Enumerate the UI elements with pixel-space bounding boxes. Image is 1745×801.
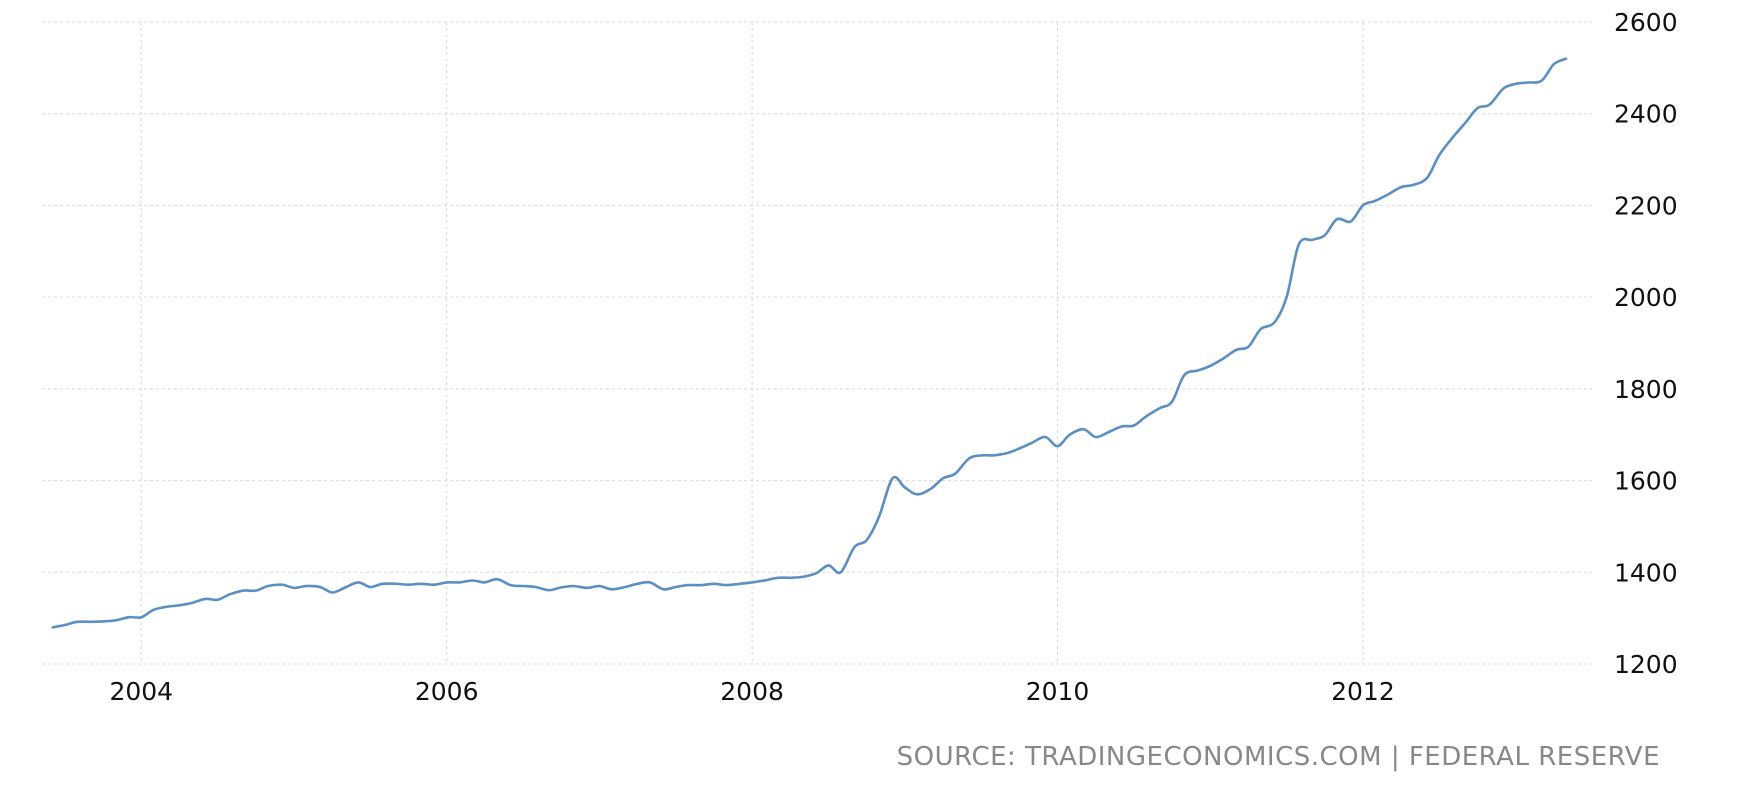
source-note: SOURCE: TRADINGECONOMICS.COM | FEDERAL R… [896, 742, 1660, 772]
vertical-gridlines [140, 22, 1364, 664]
y-tick-label: 1600 [1614, 467, 1678, 496]
y-axis-tick-labels: 1200 1400 1600 1800 2000 2200 2400 2600 [1614, 8, 1678, 679]
y-tick-label: 2200 [1614, 191, 1678, 220]
y-tick-label: 2600 [1614, 8, 1678, 37]
y-tick-label: 1400 [1614, 558, 1678, 587]
x-axis-tick-labels: 2004 2006 2008 2010 2012 [109, 677, 1394, 706]
series-line [51, 57, 1568, 629]
x-tick-label: 2010 [1026, 677, 1090, 706]
x-tick-label: 2008 [720, 677, 784, 706]
x-tick-label: 2012 [1331, 677, 1395, 706]
y-tick-label: 2400 [1614, 100, 1678, 129]
x-tick-label: 2004 [109, 677, 173, 706]
y-tick-label: 1800 [1614, 375, 1678, 404]
x-tick-label: 2006 [415, 677, 479, 706]
horizontal-gridlines [42, 21, 1592, 665]
y-tick-label: 2000 [1614, 283, 1678, 312]
y-tick-label: 1200 [1614, 650, 1678, 679]
